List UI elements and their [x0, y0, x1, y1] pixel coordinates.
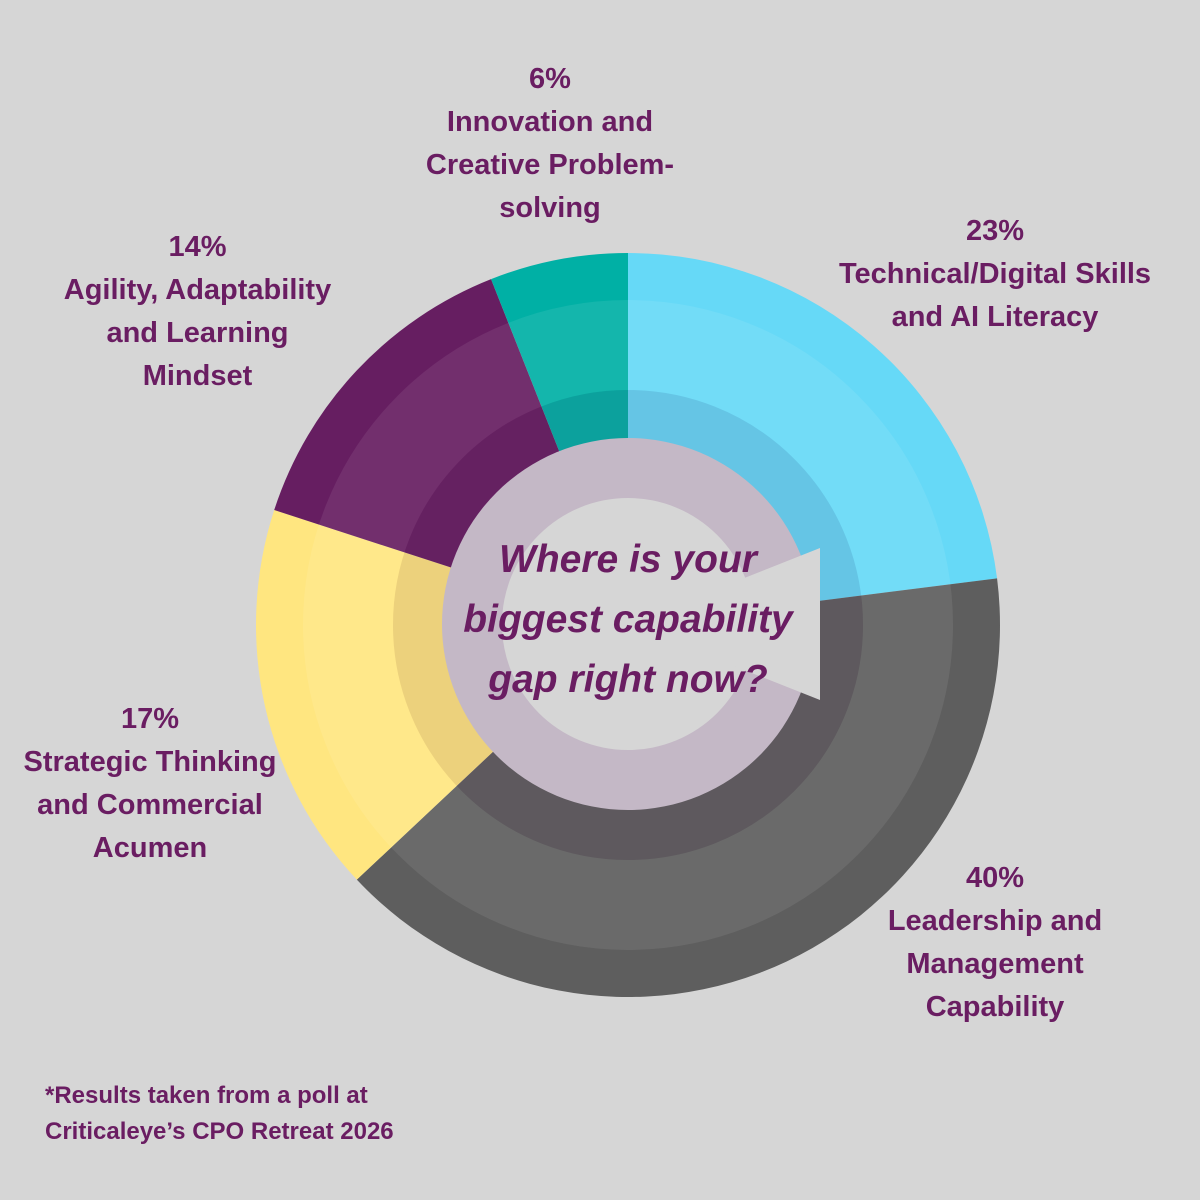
label-leadership: 40% Leadership and Management Capability — [887, 862, 1103, 1023]
slice-5 — [491, 253, 628, 486]
label-strategic: 17% Strategic Thinking and Commercial Acum… — [23, 703, 277, 864]
footnote: *Results taken from a poll at Criticaleye… — [45, 1082, 394, 1145]
logo-inner-ring — [393, 390, 863, 860]
slice-1 — [628, 253, 998, 607]
label-technical: 23% Technical/Digital Skills and AI Liter… — [838, 215, 1152, 333]
chart-title: Where is your biggest capability gap rig… — [463, 538, 793, 701]
label-agility: 14% Agility, Adaptability and Learning Min… — [63, 231, 332, 392]
logo-outer-ring — [303, 300, 953, 950]
label-innovation: 6% Innovation and Creative Problem-solvin… — [425, 63, 675, 224]
logo-e-gap — [628, 548, 820, 700]
